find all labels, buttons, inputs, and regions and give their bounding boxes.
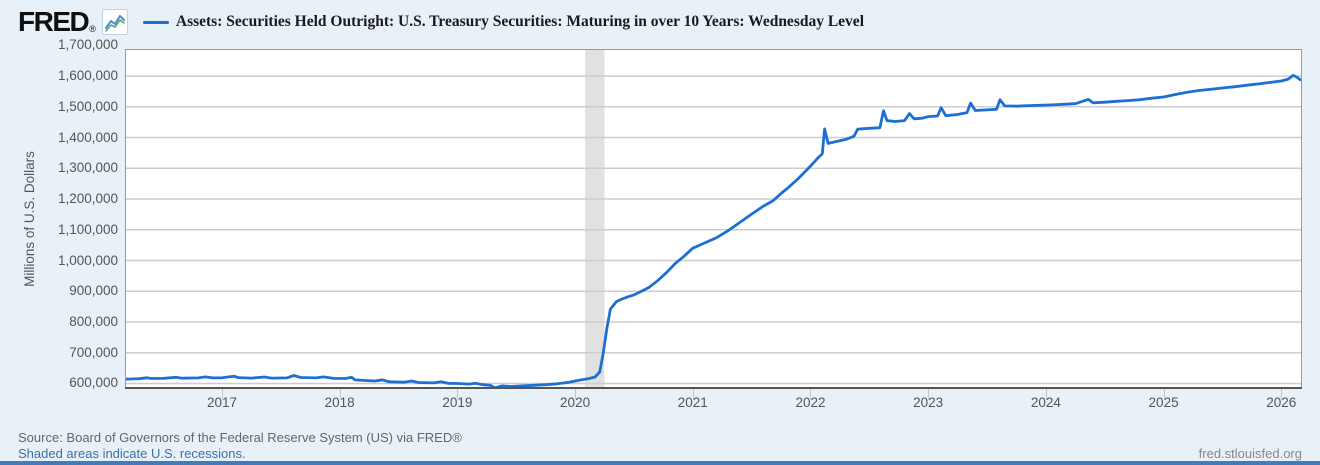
x-tick-label: 2025	[1148, 395, 1179, 410]
x-tick-mark	[810, 389, 812, 399]
plot-area[interactable]	[125, 49, 1302, 389]
line-chart-icon	[101, 9, 128, 35]
x-tick-label: 2018	[324, 395, 355, 410]
source-attribution: Source: Board of Governors of the Federa…	[18, 430, 462, 445]
y-tick-label: 1,200,000	[57, 191, 118, 207]
y-tick-label: 700,000	[69, 344, 118, 360]
fred-site-url-link[interactable]: fred.stlouisfed.org	[1198, 446, 1302, 461]
series-title: Assets: Securities Held Outright: U.S. T…	[175, 13, 864, 30]
bottom-accent-bar	[0, 461, 1320, 465]
x-tick-label: 2019	[442, 395, 473, 410]
x-tick-label: 2024	[1030, 395, 1061, 410]
x-tick-label: 2017	[206, 395, 237, 410]
legend-line-swatch	[142, 20, 169, 24]
y-tick-label: 1,000,000	[57, 252, 118, 268]
y-tick-label: 900,000	[69, 283, 118, 299]
registered-trademark-mark: ®	[89, 24, 96, 34]
y-tick-label: 1,500,000	[57, 98, 118, 114]
y-tick-label: 1,300,000	[57, 160, 118, 176]
recession-note-link[interactable]: Shaded areas indicate U.S. recessions.	[18, 446, 246, 461]
y-tick-label: 1,600,000	[57, 68, 118, 84]
data-series-line	[125, 73, 1302, 389]
x-tick-mark	[1045, 389, 1047, 399]
x-tick-label: 2023	[913, 395, 944, 410]
x-tick-label: 2021	[677, 395, 708, 410]
fred-logo-text: FRED	[18, 6, 90, 37]
y-tick-label: 1,400,000	[57, 129, 118, 145]
recession-shading-band	[585, 49, 605, 389]
y-tick-label: 600,000	[69, 375, 118, 391]
x-tick-mark	[1163, 389, 1165, 399]
x-tick-mark	[221, 389, 223, 399]
x-tick-mark	[692, 389, 694, 399]
x-tick-mark	[457, 389, 459, 399]
x-tick-mark	[928, 389, 930, 399]
y-tick-label: 1,700,000	[57, 37, 118, 53]
x-tick-mark	[1281, 389, 1283, 399]
plot-svg	[125, 49, 1302, 389]
chart-header: FRED ® Assets: Securities Held Outright:…	[18, 8, 864, 36]
x-tick-label: 2020	[560, 395, 591, 410]
x-tick-label: 2022	[795, 395, 826, 410]
fred-logo-link[interactable]: FRED ®	[18, 8, 128, 36]
y-axis-title: Millions of U.S. Dollars	[22, 151, 37, 287]
x-tick-label: 2026	[1266, 395, 1297, 410]
y-tick-label: 800,000	[69, 313, 118, 329]
legend: Assets: Securities Held Outright: U.S. T…	[142, 13, 864, 31]
x-tick-mark	[575, 389, 577, 399]
x-tick-mark	[339, 389, 341, 399]
y-tick-label: 1,100,000	[57, 221, 118, 237]
